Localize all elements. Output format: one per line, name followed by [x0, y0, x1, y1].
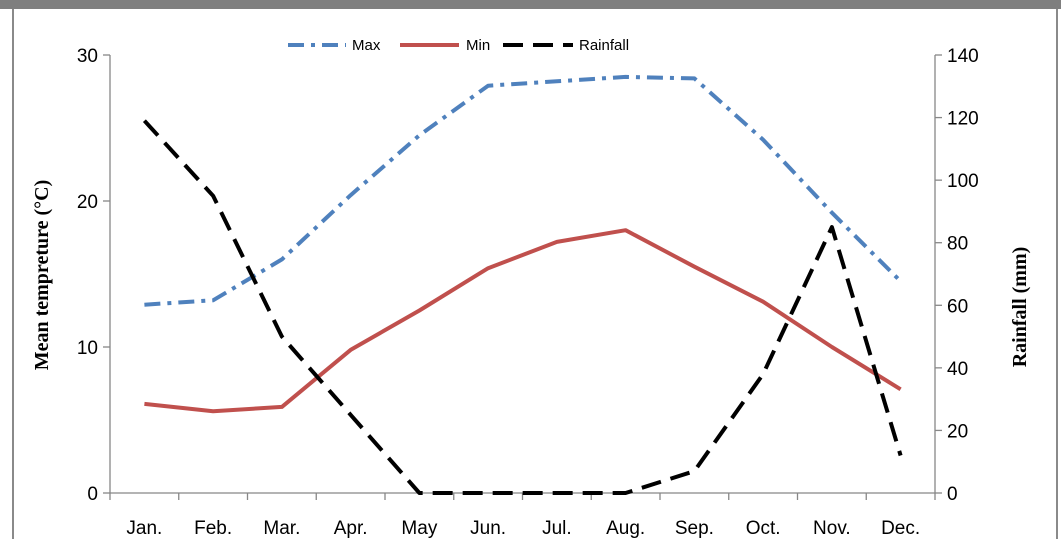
y-right-ticks: 0 20 40 60 80 100 120 140 [935, 46, 979, 505]
y-right-tick-label: 60 [947, 296, 968, 317]
y-right-tick-label: 140 [947, 46, 979, 67]
series-line-max [144, 74, 903, 307]
window-top-border [0, 0, 1061, 9]
x-tick-label: Dec. [881, 518, 920, 539]
x-ticks: Jan. Feb. Mar. Apr. May Jun. Jul. Aug. Sep. Oct. N… [109, 493, 936, 539]
window-left-border [12, 9, 14, 539]
x-tick-label: Mar. [263, 518, 300, 539]
x-tick-label: Nov. [813, 518, 851, 539]
y-right-axis-title: Rainfall (mm) [1009, 247, 1031, 368]
y-left-ticks: 0 10 20 30 [77, 46, 110, 505]
series-line-rainfall [142, 119, 903, 495]
y-left-tick-label: 20 [77, 192, 98, 213]
legend-label-rainfall: Rainfall [579, 37, 629, 54]
y-right-tick-label: 40 [947, 359, 968, 380]
series-line-min [144, 228, 902, 414]
legend-label-max: Max [352, 37, 381, 54]
y-right-tick-label: 100 [947, 171, 979, 192]
y-left-tick-label: 30 [77, 46, 98, 67]
x-tick-label: Feb. [194, 518, 232, 539]
x-tick-label: May [401, 518, 437, 539]
y-left-axis-title: Mean tempreture (°C) [31, 180, 53, 371]
x-tick-label: Jan. [126, 518, 162, 539]
series-lines [142, 74, 903, 495]
x-tick-label: Apr. [334, 518, 368, 539]
y-right-tick-label: 120 [947, 109, 979, 130]
legend-label-min: Min [466, 37, 490, 54]
y-right-tick-label: 20 [947, 421, 968, 442]
x-tick-label: Jun. [470, 518, 506, 539]
legend: Max Min Rainfall [288, 37, 629, 54]
window-right-border [1056, 9, 1058, 539]
y-left-tick-label: 10 [77, 338, 98, 359]
x-tick-label: Sep. [675, 518, 714, 539]
x-tick-label: Jul. [542, 518, 572, 539]
y-right-tick-label: 80 [947, 234, 968, 255]
x-tick-label: Oct. [746, 518, 781, 539]
x-tick-label: Aug. [606, 518, 645, 539]
y-right-tick-label: 0 [947, 484, 958, 505]
y-left-tick-label: 0 [87, 484, 98, 505]
